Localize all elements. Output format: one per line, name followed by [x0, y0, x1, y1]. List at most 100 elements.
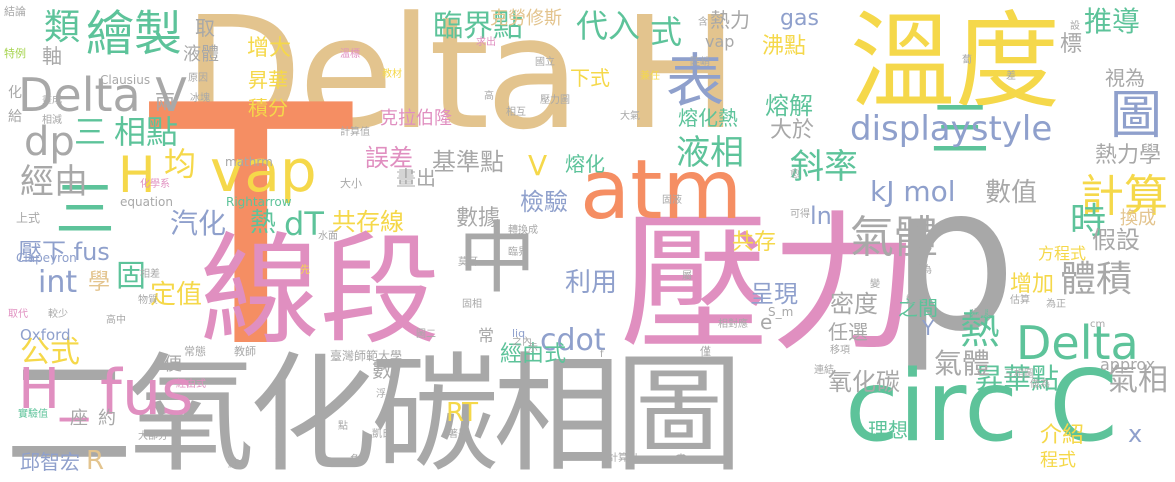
- word-wu-cha: 誤差: [365, 144, 413, 172]
- word-oxford: Oxford: [20, 326, 71, 344]
- word-biao: 表: [666, 47, 725, 115]
- word-huan-cheng: 換成: [1120, 208, 1156, 229]
- word-shi: 式: [650, 13, 683, 51]
- word-s-m: S_m: [768, 305, 794, 319]
- word-small: 教師: [234, 345, 256, 358]
- word-atm: atm: [580, 143, 743, 238]
- word-small: 化: [8, 85, 22, 101]
- word-gu: 固: [116, 259, 146, 294]
- word-small: 約: [98, 408, 116, 429]
- word-cheng-shi: 程式: [1040, 450, 1076, 471]
- word-small: 國立: [535, 57, 555, 68]
- word-small: 變大: [906, 295, 926, 306]
- word-fei-dian: 沸點: [762, 34, 807, 59]
- word-vap-small: vap: [705, 32, 735, 51]
- word-jia-she: 假設: [1092, 226, 1140, 254]
- word-cheng-xian: 呈現: [750, 280, 798, 308]
- word-small: 變: [870, 279, 880, 290]
- word-qi-left: 氣體: [934, 347, 991, 380]
- word-small: 壓力圖: [540, 95, 570, 106]
- word-small: 相差: [140, 269, 160, 280]
- word-small: 圖二: [416, 329, 436, 340]
- word-small: 著墨: [448, 429, 468, 440]
- word-V: V: [528, 149, 548, 182]
- word-small: 結論: [4, 5, 26, 18]
- word-h-left: H: [118, 146, 156, 204]
- word-taiwan-normal: 臺灣師範大學: [330, 349, 403, 363]
- word-mi-du: 密度: [830, 290, 878, 318]
- word-jian-yan: 檢驗: [520, 188, 568, 216]
- word-small: 高: [484, 91, 494, 102]
- word-jie-shao: 介紹: [1040, 423, 1085, 448]
- word-shi-wei: 視為: [1105, 66, 1145, 90]
- word-qiu-zhi-hong: 邱智宏: [20, 450, 80, 474]
- word-shi-time: 時: [1070, 201, 1107, 242]
- word-zeng-jia: 增加: [1010, 272, 1055, 297]
- word-small: 特例: [4, 47, 26, 60]
- word-small: 陡峭: [690, 57, 710, 68]
- word-cdot: cdot: [540, 323, 606, 358]
- word-small: 莫耳: [458, 257, 478, 268]
- word-small: 水面: [318, 231, 338, 242]
- word-e: e: [760, 310, 773, 334]
- word-small: 上式: [16, 211, 41, 225]
- word-xue: 學: [88, 270, 111, 295]
- word-RT: RT: [446, 398, 479, 428]
- word-p: p: [890, 143, 1017, 376]
- word-small: 畫成: [42, 95, 62, 106]
- word-displaystyle: displaystyle: [850, 109, 1053, 149]
- word-qi-ti: 氣體: [850, 212, 938, 263]
- word-gong-shi: 公式: [20, 335, 80, 370]
- word-ti-ji: 體積: [1060, 259, 1133, 300]
- word-small: 實驗值: [18, 409, 48, 420]
- word-gong-cun: 共存: [732, 230, 777, 255]
- word-small: 移項: [830, 345, 850, 356]
- word-delta-mid: Delta: [1016, 316, 1139, 370]
- word-shu-ju: 數據: [456, 206, 501, 231]
- word-equation: equation: [120, 195, 173, 209]
- word-small: 計算出: [608, 453, 638, 464]
- word-zhou: 軸: [42, 44, 62, 68]
- word-small: 做為: [1030, 379, 1050, 390]
- word-small: 大部分: [138, 431, 168, 442]
- word-small: 設: [1070, 21, 1080, 32]
- word-zhong: 中: [458, 214, 537, 304]
- word-Y: Y: [922, 316, 935, 340]
- word-f: 經由式: [500, 342, 567, 367]
- word-hui-zhi: 繪製: [86, 6, 183, 62]
- word-small: 含: [698, 17, 708, 28]
- word-small: 兩: [155, 90, 175, 114]
- word-gong-cun-xian: 共存線: [332, 208, 404, 236]
- word-small: 求出: [476, 37, 496, 48]
- word-small: 固相: [462, 299, 482, 310]
- word-liq: liq: [512, 327, 526, 340]
- word-san-right: 三: [930, 95, 990, 165]
- word-hua-chu: 畫出: [396, 166, 436, 190]
- word-ya-xia-fus: 壓下 fus: [18, 238, 110, 266]
- word-rightarrow: Rightarrow: [226, 195, 292, 209]
- word-kj-mol: kJ mol: [870, 175, 956, 208]
- word-ji-suan: 計算: [1080, 171, 1168, 222]
- word-small: 屬: [682, 271, 692, 282]
- word-small: 先: [300, 265, 310, 276]
- word-small: 示: [528, 343, 538, 354]
- word-re-li: 熱力: [710, 8, 750, 32]
- word-zeng-da: 增大: [247, 36, 292, 61]
- word-small: 較少: [48, 309, 68, 320]
- word-small: 浮: [376, 389, 386, 400]
- word-xian-duan: 線段: [200, 222, 440, 361]
- word-dp: dp: [24, 119, 75, 165]
- word-small: 相互: [506, 107, 526, 118]
- word-x: x: [1128, 420, 1143, 448]
- word-zhi-jian: 之間: [898, 296, 938, 320]
- word-small: 大氣: [620, 111, 640, 122]
- word-re: 熱: [960, 307, 1000, 353]
- word-small: 之內: [512, 337, 532, 348]
- word-co2-phase-diagram: 二氧化碳相圖: [5, 341, 743, 482]
- word-approx: approx: [1100, 355, 1156, 374]
- word-rong-hua-re: 熔化熱: [678, 106, 738, 130]
- word-small: f: [600, 349, 604, 360]
- word-small: 溫標: [340, 49, 360, 60]
- word-small: 常態: [184, 345, 206, 358]
